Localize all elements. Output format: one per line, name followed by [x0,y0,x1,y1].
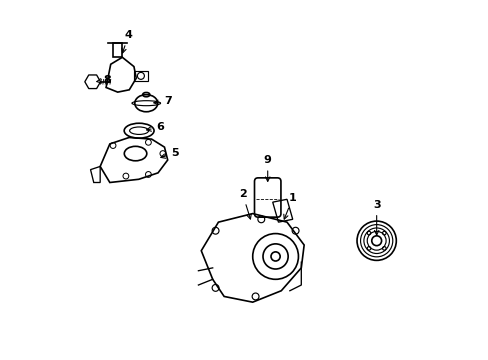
Text: 3: 3 [372,200,380,235]
Text: 9: 9 [263,156,271,181]
Text: 5: 5 [161,148,178,158]
Text: 1: 1 [283,193,296,219]
Text: 2: 2 [238,189,251,219]
Text: 8: 8 [97,75,111,85]
Text: 7: 7 [154,96,171,107]
Text: 4: 4 [122,30,132,53]
Text: 6: 6 [146,122,164,132]
